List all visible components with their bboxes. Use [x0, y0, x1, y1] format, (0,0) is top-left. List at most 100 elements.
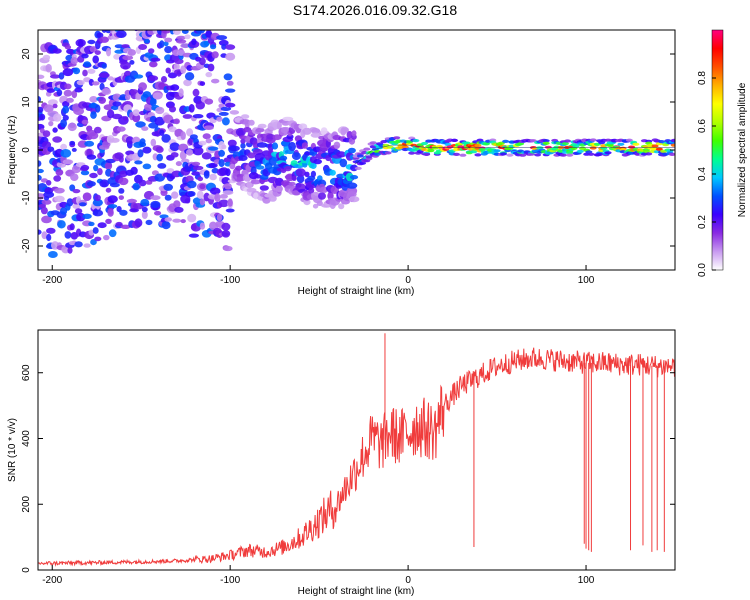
spectrogram-cell	[38, 74, 45, 79]
spectrogram-cell	[118, 195, 125, 201]
snr-x-ticks: -200 -100 0 100	[42, 565, 595, 586]
spectrogram-cell	[169, 142, 180, 151]
spectrogram-cell	[276, 121, 282, 130]
spectrogram-cell	[104, 162, 113, 170]
spectrogram-cell	[46, 227, 56, 234]
spectrogram-cell	[295, 168, 306, 177]
spectrogram-cell	[73, 107, 85, 116]
spectrogram-cell	[41, 141, 52, 149]
spectrogram-cell	[38, 229, 42, 235]
spectrogram-cell	[316, 200, 323, 206]
spectrogram-cell	[129, 208, 140, 213]
spectrogram-cell	[221, 177, 231, 185]
spectrogram-cell	[259, 185, 269, 191]
spectrogram-cell	[186, 65, 193, 71]
spectrogram-cell	[76, 79, 85, 86]
spectrogram-cell	[275, 185, 283, 193]
spectrogram-cell	[131, 15, 138, 23]
spectrogram-cell	[142, 146, 152, 154]
spectrogram-cell	[150, 57, 161, 62]
spectrogram-cell	[207, 146, 219, 151]
spectrogram-cell	[121, 44, 130, 49]
spectrogram-cell	[142, 163, 152, 170]
spectrogram-cell	[90, 239, 97, 246]
colorbar-tick-label: 0.4	[697, 167, 708, 181]
spectrogram-cell	[179, 20, 188, 25]
spectrogram-cell	[49, 74, 61, 79]
spectrogram-cell	[87, 68, 96, 74]
snr-background	[38, 330, 675, 570]
spectrogram-cell	[160, 76, 168, 83]
spectrogram-cell	[589, 146, 597, 150]
spectrogram-cell	[83, 243, 91, 248]
spectrogram-cell	[218, 111, 229, 116]
spectrogram-cell	[255, 127, 265, 133]
x-tick-label: -200	[42, 275, 62, 286]
spectrogram-cell	[149, 61, 158, 68]
spectrogram-cell	[62, 114, 69, 121]
spectrogram-cell	[141, 12, 150, 20]
spectrogram-cell	[74, 241, 83, 248]
spectrogram-cell	[66, 97, 74, 103]
spectrogram-cell	[225, 208, 235, 213]
spectrogram-cell	[92, 227, 99, 234]
x-tick-label: -200	[42, 575, 62, 586]
spectrogram-cell	[82, 192, 92, 201]
spectrogram-cell	[112, 101, 122, 107]
spectrogram-cell	[178, 88, 184, 97]
spectrogram-y-axis-label: Frequency (Hz)	[7, 116, 18, 185]
spectrogram-cell	[130, 166, 138, 175]
spectrogram-cell	[216, 35, 228, 41]
spectrogram-cell	[542, 141, 550, 145]
spectrogram-cell	[296, 174, 305, 184]
spectrogram-cell	[56, 89, 63, 97]
spectrogram-cell	[223, 245, 233, 252]
spectrogram-cell	[142, 91, 152, 98]
spectrogram-cell	[282, 116, 294, 122]
spectrogram-cell	[347, 147, 356, 154]
spectrogram-cell	[155, 146, 164, 153]
x-tick-label: 0	[405, 575, 411, 586]
spectrogram-cell	[148, 48, 155, 54]
spectrogram-cell	[156, 153, 163, 162]
spectrogram-cell	[163, 41, 169, 47]
spectrogram-cell	[354, 166, 362, 170]
spectrogram-cell	[91, 81, 100, 86]
spectrogram-cell	[169, 106, 176, 113]
spectrogram-cell	[64, 83, 72, 90]
spectrogram-cell	[184, 72, 195, 81]
spectrogram-cell	[645, 152, 653, 156]
spectrogram-cell	[474, 143, 482, 148]
spectrogram-cell	[176, 70, 182, 77]
spectrogram-cell	[561, 142, 569, 146]
chart-title: S174.2026.016.09.32.G18	[292, 2, 458, 18]
spectrogram-cell	[101, 88, 112, 95]
spectrogram-cell	[302, 127, 312, 135]
spectrogram-cell	[175, 39, 187, 44]
spectrogram-cell	[188, 233, 199, 238]
spectrogram-cell	[155, 106, 165, 115]
spectrogram-cell	[303, 199, 311, 206]
spectrogram-cell	[186, 128, 194, 137]
spectrogram-cell	[163, 21, 169, 28]
spectrogram-cell	[81, 53, 89, 59]
spectrogram-cell	[172, 218, 182, 223]
spectrogram-cell	[141, 206, 148, 213]
spectrogram-cell	[88, 221, 95, 227]
spectrogram-cell	[165, 67, 171, 74]
spectrogram-cell	[239, 135, 247, 140]
spectrogram-cell	[90, 102, 97, 109]
spectrogram-cell	[502, 139, 510, 143]
spectrogram-cell	[572, 144, 580, 148]
spectrogram-cell	[604, 151, 612, 155]
spectrogram-cell	[105, 187, 112, 193]
spectrogram-cell	[81, 167, 89, 172]
spectrogram-cell	[154, 210, 162, 216]
spectrogram-cell	[205, 138, 212, 144]
spectrogram-cell	[38, 174, 42, 181]
x-tick-label: 0	[405, 275, 411, 286]
spectrogram-cell	[257, 123, 267, 129]
spectrogram-cell	[108, 204, 118, 209]
spectrogram-cell	[125, 94, 131, 101]
spectrogram-cell	[88, 132, 99, 140]
